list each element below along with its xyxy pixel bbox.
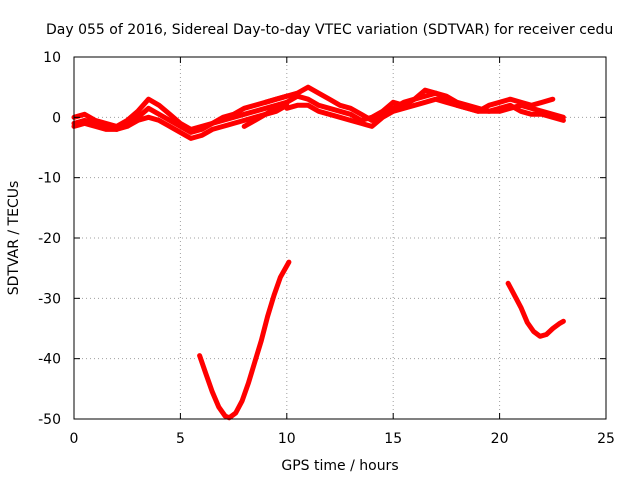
y-tick-label: -20 bbox=[38, 231, 61, 247]
y-tick-label: -30 bbox=[38, 291, 61, 307]
x-tick-label: 25 bbox=[597, 431, 615, 447]
x-tick-label: 0 bbox=[70, 431, 79, 447]
y-tick-label: -10 bbox=[38, 171, 61, 187]
series-line-satellite-track-h bbox=[505, 280, 566, 339]
x-tick-label: 10 bbox=[278, 431, 296, 447]
series-line-satellite-track-e bbox=[263, 84, 556, 123]
x-axis-label: GPS time / hours bbox=[281, 458, 398, 474]
x-tick-label: 15 bbox=[384, 431, 402, 447]
chart-title: Day 055 of 2016, Sidereal Day-to-day VTE… bbox=[46, 22, 613, 38]
plot-series bbox=[71, 84, 566, 421]
series-line-satellite-track-f bbox=[284, 96, 566, 129]
y-tick-label: 10 bbox=[43, 50, 61, 66]
y-tick-label: -50 bbox=[38, 412, 61, 428]
series-line-satellite-track-g bbox=[197, 259, 292, 421]
series-line-satellite-track-d bbox=[241, 90, 566, 129]
series-line-satellite-track-c bbox=[71, 102, 290, 141]
y-tick-label: -40 bbox=[38, 352, 61, 368]
y-tick-label: 0 bbox=[52, 110, 61, 126]
x-tick-label: 20 bbox=[491, 431, 509, 447]
tick-labels: 0 5 10 15 20 25 -50 -40 -30 -20 -10 0 10 bbox=[38, 50, 615, 447]
series-line-satellite-track-b bbox=[71, 93, 290, 132]
x-tick-label: 5 bbox=[176, 431, 185, 447]
axis-ticks bbox=[73, 56, 607, 420]
y-axis-label: SDTVAR / TECUs bbox=[6, 181, 22, 296]
